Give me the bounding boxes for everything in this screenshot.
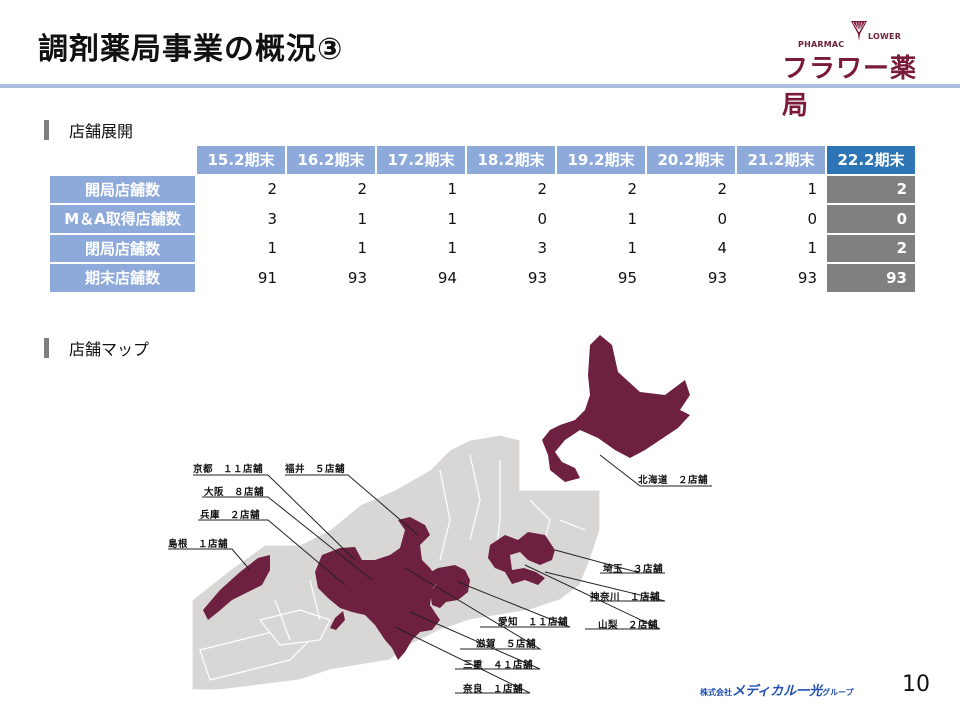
table-cell: 94 [377, 264, 465, 292]
map-label-fukui: 福井 ５店舗 [285, 464, 346, 475]
map-label-aichi: 愛知 １１店舗 [498, 617, 569, 628]
column-header: 18.2期末 [467, 146, 555, 174]
section-marker [44, 338, 49, 358]
column-header: 21.2期末 [737, 146, 825, 174]
table-cell: 93 [737, 264, 825, 292]
page-number: 10 [902, 672, 930, 697]
section-marker [44, 120, 49, 140]
table-cell: 3 [467, 234, 555, 262]
flower-pharmacy-logo: PHARMAC LOWER フラワー薬局 [778, 18, 938, 121]
table-cell-current: 0 [827, 205, 915, 233]
table-cell: 2 [647, 175, 735, 203]
table-cell: 2 [467, 175, 555, 203]
map-label-shimane: 島根 １店舗 [168, 539, 229, 550]
flower-icon [851, 21, 867, 41]
map-label-yamanashi: 山梨 ２店舗 [598, 620, 659, 631]
section-title: 店舗マップ [69, 340, 150, 359]
medical-ikko-group-logo: 株式会社メディカル一光グループ [700, 680, 854, 699]
table-cell: 91 [197, 264, 285, 292]
section-title: 店舗展開 [69, 122, 134, 141]
table-cell: 0 [737, 205, 825, 233]
column-header: 20.2期末 [647, 146, 735, 174]
table-cell: 95 [557, 264, 645, 292]
table-cell: 2 [197, 175, 285, 203]
brand-prefix: 株式会社 [700, 688, 732, 697]
table-cell: 1 [377, 175, 465, 203]
logo-left-text: PHARMAC [798, 40, 845, 49]
table-row: 期末店舗数 91 93 94 93 95 93 93 93 [50, 264, 915, 292]
table-cell: 3 [197, 205, 285, 233]
table-cell: 1 [737, 175, 825, 203]
map-label-hyogo: 兵庫 ２店舗 [200, 510, 261, 521]
table-cell-current: 2 [827, 175, 915, 203]
map-label-osaka: 大阪 ８店舗 [204, 487, 265, 498]
table-row: M＆A取得店舗数 3 1 1 0 1 0 0 0 [50, 205, 915, 233]
column-header-current: 22.2期末 [827, 146, 915, 174]
row-label: M＆A取得店舗数 [50, 205, 195, 233]
table-cell: 0 [647, 205, 735, 233]
column-header: 16.2期末 [287, 146, 375, 174]
map-label-kanagawa: 神奈川 １店舗 [590, 592, 661, 603]
table-cell: 1 [557, 234, 645, 262]
page-title: 調剤薬局事業の概況③ [38, 32, 344, 67]
table-row: 開局店舗数 2 2 1 2 2 2 1 2 [50, 175, 915, 203]
map-label-saitama: 埼玉 ３店舗 [603, 564, 664, 575]
row-label: 開局店舗数 [50, 175, 195, 203]
brand-suffix: グループ [822, 688, 854, 697]
table-corner [50, 146, 195, 174]
table-cell: 1 [557, 205, 645, 233]
map-label-hokkaido: 北海道 ２店舗 [638, 475, 709, 486]
map-label-nara: 奈良 １店舗 [463, 684, 524, 695]
table-cell: 1 [377, 234, 465, 262]
table-cell: 1 [287, 234, 375, 262]
store-map: 京都 １１店舗 福井 ５店舗 大阪 ８店舗 兵庫 ２店舗 島根 １店舗 北海道 … [0, 330, 960, 720]
logo-main-text: フラワー薬局 [782, 54, 918, 121]
table-cell: 1 [377, 205, 465, 233]
row-label: 期末店舗数 [50, 264, 195, 292]
column-header: 17.2期末 [377, 146, 465, 174]
table-cell: 93 [287, 264, 375, 292]
brand-main: メディカル一光 [732, 684, 823, 699]
table-cell: 1 [287, 205, 375, 233]
table-cell-current: 2 [827, 234, 915, 262]
table-cell: 4 [647, 234, 735, 262]
table-row: 閉局店舗数 1 1 1 3 1 4 1 2 [50, 234, 915, 262]
map-label-mie: 三重 ４１店舗 [463, 660, 534, 671]
column-header: 19.2期末 [557, 146, 645, 174]
section-store-development: 店舗展開 [44, 118, 133, 142]
section-store-map: 店舗マップ [44, 336, 149, 360]
map-label-kyoto: 京都 １１店舗 [193, 464, 264, 475]
map-label-shiga: 滋賀 ５店舗 [476, 639, 537, 650]
table-header-row: 15.2期末 16.2期末 17.2期末 18.2期末 19.2期末 20.2期… [50, 146, 915, 174]
column-header: 15.2期末 [197, 146, 285, 174]
table-cell: 93 [467, 264, 555, 292]
table-cell: 1 [197, 234, 285, 262]
table-cell: 0 [467, 205, 555, 233]
title-divider [0, 84, 960, 88]
table-cell: 2 [557, 175, 645, 203]
table-cell: 93 [647, 264, 735, 292]
row-label: 閉局店舗数 [50, 234, 195, 262]
logo-right-text: LOWER [868, 32, 902, 41]
table-cell: 1 [737, 234, 825, 262]
store-count-table: 15.2期末 16.2期末 17.2期末 18.2期末 19.2期末 20.2期… [48, 144, 917, 294]
table-cell: 2 [287, 175, 375, 203]
table-cell-current: 93 [827, 264, 915, 292]
japan-map-graphic [168, 335, 712, 694]
